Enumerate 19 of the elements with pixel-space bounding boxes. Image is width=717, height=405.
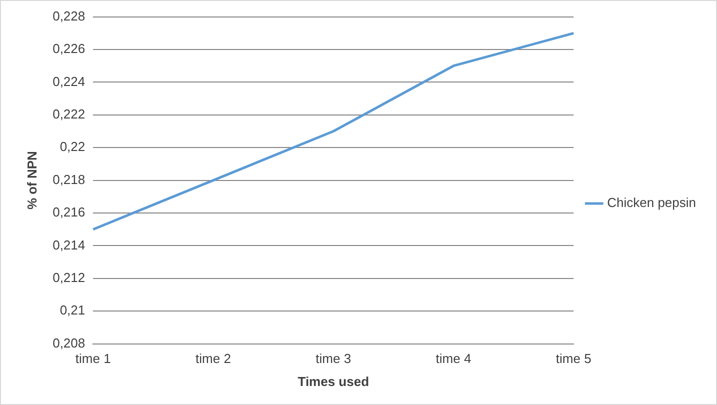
y-tick-label: 0,21 (60, 302, 86, 318)
legend-label: Chicken pepsin (607, 195, 696, 210)
y-tick-label: 0,224 (52, 74, 86, 89)
y-tick-label: 0,214 (52, 237, 86, 252)
y-tick-label: 0,222 (52, 106, 86, 122)
x-tick-label: time 3 (316, 351, 352, 366)
x-axis-title: Times used (298, 374, 370, 389)
y-axis-title: % of NPN (24, 151, 40, 210)
y-tick-label: 0,226 (52, 41, 86, 56)
y-tick-label: 0,212 (52, 270, 86, 285)
x-tick-label: time 1 (75, 351, 111, 366)
y-tick-label: 0,228 (52, 8, 86, 24)
y-tick-label: 0,208 (52, 335, 86, 350)
y-tick-label: 0,216 (52, 204, 86, 220)
x-tick-label: time 2 (196, 351, 231, 366)
x-tick-label: time 4 (436, 351, 472, 366)
y-tick-label: 0,218 (52, 172, 86, 187)
y-tick-label: 0,22 (60, 139, 86, 154)
x-tick-label: time 5 (556, 351, 592, 366)
